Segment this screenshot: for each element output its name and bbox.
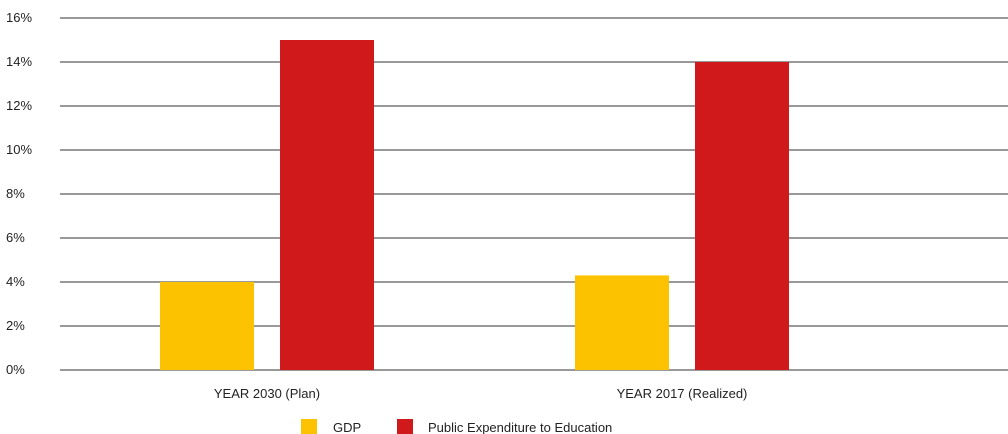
y-tick-label: 2% xyxy=(6,318,25,333)
legend-swatch-gdp xyxy=(301,419,317,434)
legend: GDP Public Expenditure to Education xyxy=(301,419,612,434)
legend-label-gdp: GDP xyxy=(333,420,361,434)
y-tick-label: 14% xyxy=(6,54,32,69)
y-tick-label: 8% xyxy=(6,186,25,201)
bar-education-realized xyxy=(695,62,789,370)
bar-gdp-realized xyxy=(575,275,669,370)
y-axis-tick-labels: 0% 2% 4% 6% 8% 10% 12% 14% 16% xyxy=(6,10,32,377)
category-label-plan: YEAR 2030 (Plan) xyxy=(214,386,320,401)
bar-gdp-plan xyxy=(160,282,254,370)
y-tick-label: 6% xyxy=(6,230,25,245)
legend-label-education: Public Expenditure to Education xyxy=(428,420,612,434)
y-tick-label: 4% xyxy=(6,274,25,289)
y-tick-label: 12% xyxy=(6,98,32,113)
x-axis-category-labels: YEAR 2030 (Plan) YEAR 2017 (Realized) xyxy=(214,386,748,401)
category-label-realized: YEAR 2017 (Realized) xyxy=(617,386,748,401)
bars xyxy=(160,40,789,370)
legend-swatch-education xyxy=(397,419,413,434)
y-tick-label: 16% xyxy=(6,10,32,25)
y-tick-label: 0% xyxy=(6,362,25,377)
bar-education-plan xyxy=(280,40,374,370)
y-tick-label: 10% xyxy=(6,142,32,157)
